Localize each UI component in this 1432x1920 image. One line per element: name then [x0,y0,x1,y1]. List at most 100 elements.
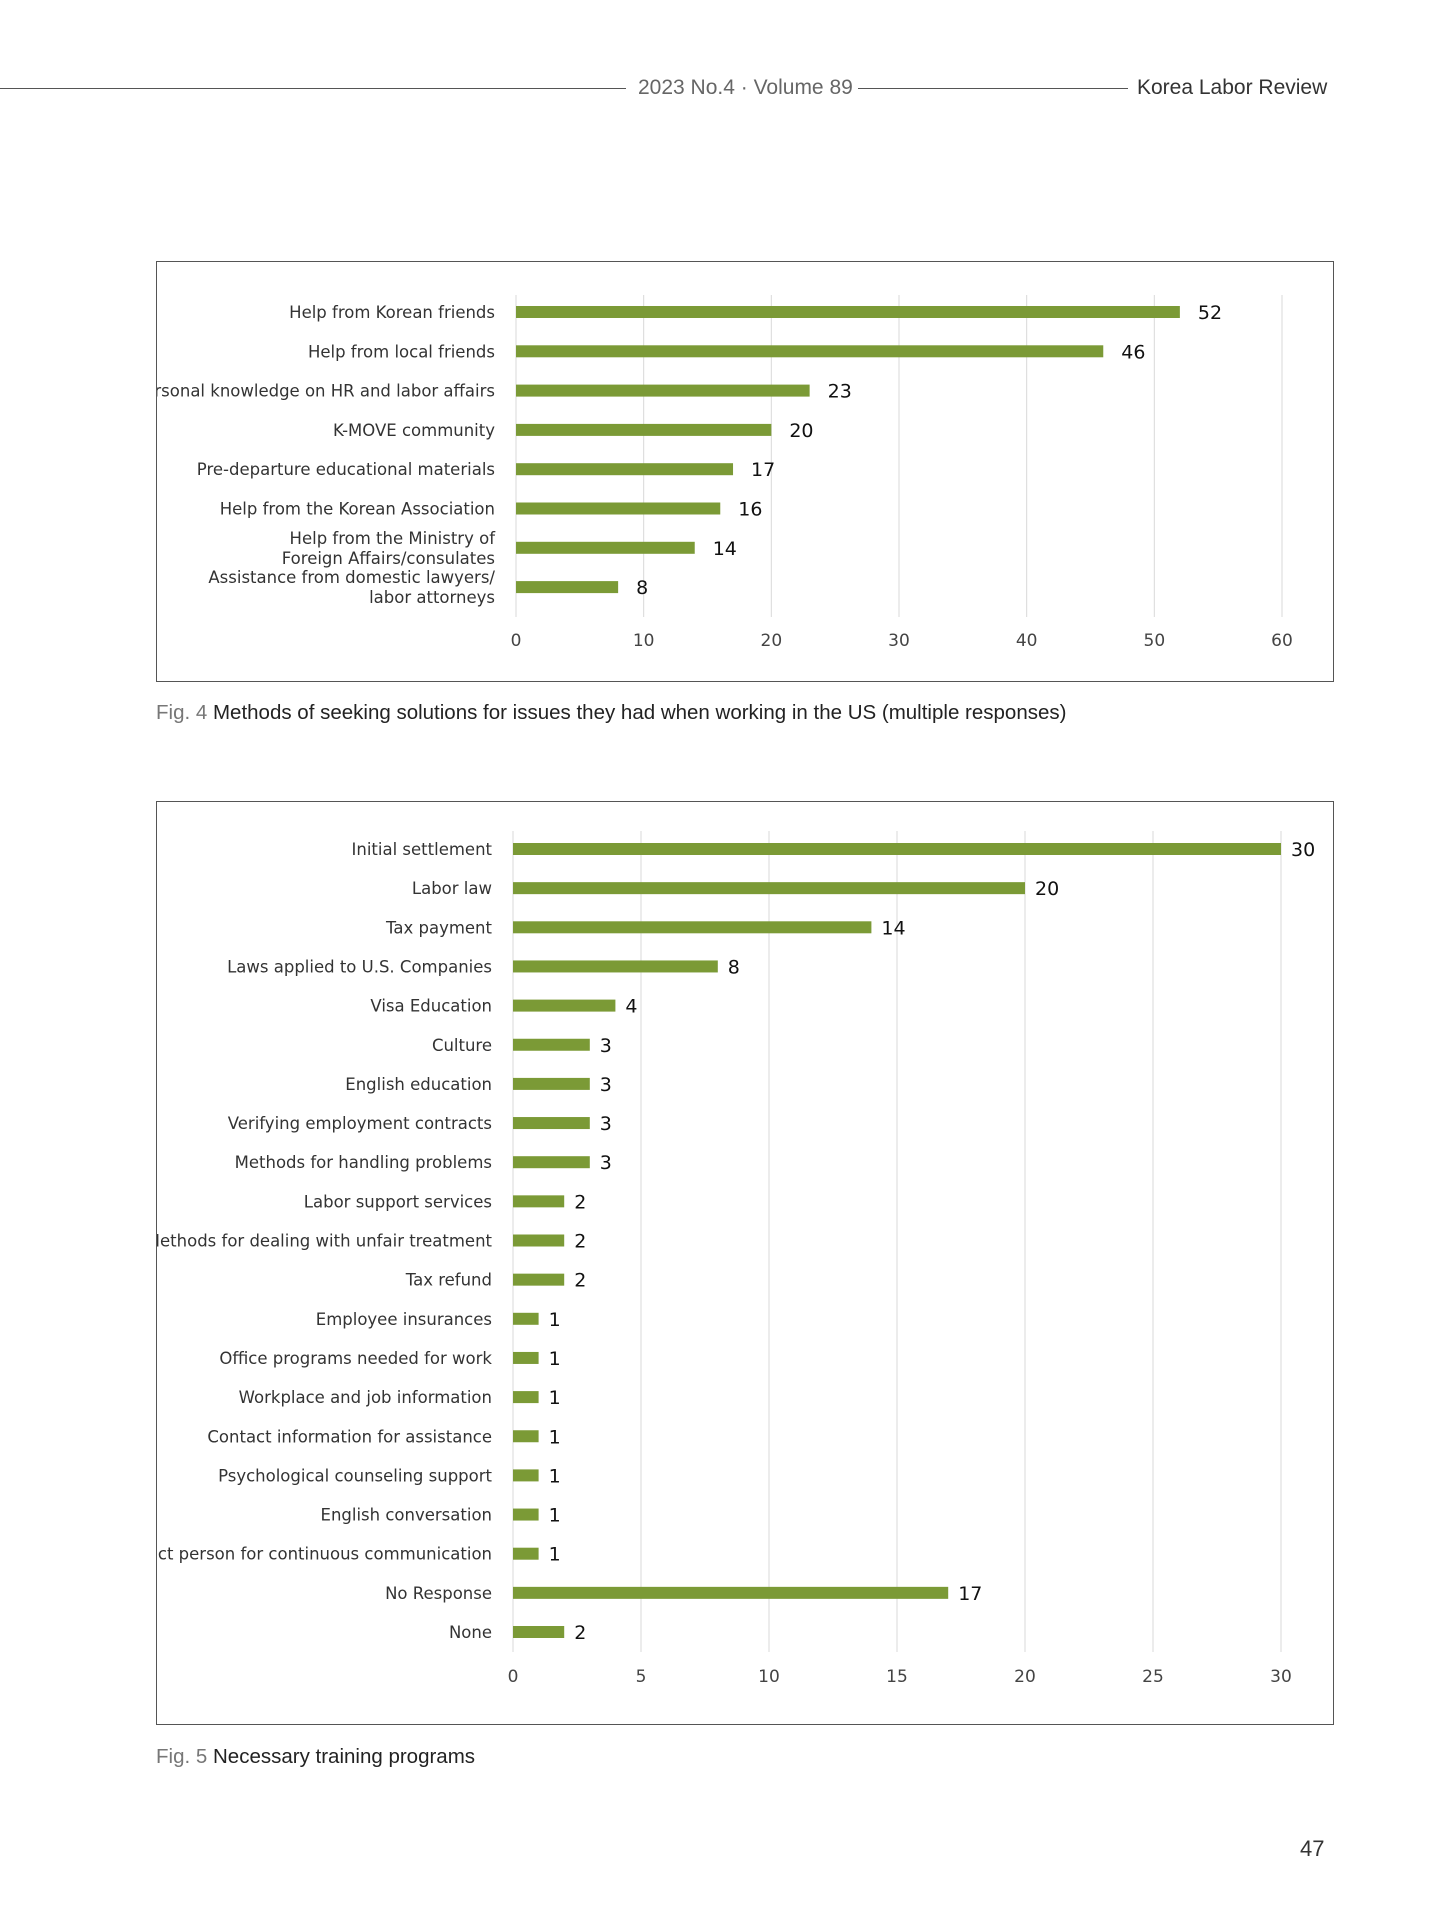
data-label: 23 [828,381,852,403]
data-label: 1 [549,1426,561,1448]
bar [513,1038,590,1051]
bar [516,581,619,594]
category-label-line: K-MOVE community [333,421,495,440]
category-label-line: Visa Education [370,997,492,1016]
category-label-line: English education [345,1075,492,1094]
category-label: Tax payment [385,918,492,937]
figure-4-chart: 52 Help from Korean friends 46 Help from lo… [156,261,1334,682]
category-label: Help from the Korean Association [220,500,495,519]
category-label-line: Assistance from domestic lawyers/ [208,568,495,587]
data-label: 17 [751,459,775,481]
bar [513,1430,539,1443]
tick-label: 20 [1014,1667,1036,1687]
category-label-line: Contact information for assistance [207,1427,492,1446]
bar [516,541,695,554]
category-label-line: Methods for dealing with unfair treatmen… [157,1232,493,1251]
data-label: 2 [574,1231,586,1253]
category-label-line: Help from the Ministry of [290,529,497,548]
header-rule-right [858,88,1128,89]
category-label-line: Help from the Korean Association [220,500,495,519]
figure-5-caption: Fig. 5 Necessary training programs [156,1745,475,1769]
category-label: Labor support services [304,1192,492,1211]
category-label: Help from Korean friends [289,303,495,322]
data-label: 17 [958,1583,982,1605]
category-label: Methods for handling problems [235,1153,492,1172]
figure-5-chart: 30 Initial settlement 20 Labor law 14 Tax pay… [156,801,1334,1725]
category-label: Personal knowledge on HR and labor affai… [157,382,495,401]
tick-label: 60 [1271,631,1293,651]
tick-label: 40 [1016,631,1038,651]
tick-label: 10 [633,631,655,651]
data-label: 3 [600,1152,612,1174]
bar [513,843,1281,855]
category-label: Help from the Ministry of Foreign Affairs… [282,529,496,568]
data-label: 16 [738,499,762,521]
page-number: 47 [1300,1836,1325,1861]
category-label-line: Tax refund [405,1271,492,1290]
bar [513,1626,565,1638]
category-label-line: Tax payment [385,918,492,937]
data-label: 4 [625,996,637,1018]
category-label: Verifying employment contracts [228,1114,492,1133]
bar [516,502,721,515]
category-label-line: Contact person for continuous communicat… [157,1545,492,1564]
bar [513,1391,539,1404]
bar [513,1351,539,1364]
tick-label: 25 [1142,1667,1164,1687]
category-label: Laws applied to U.S. Companies [227,957,492,976]
category-label-line: Psychological counseling support [218,1466,492,1485]
data-label: 3 [600,1113,612,1135]
tick-label: 30 [888,631,910,651]
category-label-line: Methods for handling problems [235,1153,492,1172]
category-label: Help from local friends [308,342,495,361]
category-label: Employee insurances [316,1310,492,1329]
tick-label: 50 [1144,631,1166,651]
category-label: Office programs needed for work [219,1349,492,1368]
bar [516,384,810,397]
figure-5-title: Necessary training programs [212,1745,476,1768]
data-label: 3 [600,1074,612,1096]
bar [516,306,1180,318]
tick-label: 20 [761,631,783,651]
data-label: 2 [574,1622,586,1644]
category-label: English education [345,1075,492,1094]
data-label: 1 [549,1348,561,1370]
tick-label: 30 [1270,1667,1292,1687]
data-label: 20 [789,420,813,442]
bar [513,1547,539,1560]
bar [513,882,1025,895]
journal-title: Korea Labor Review [1137,76,1328,99]
journal-issue: 2023 No.4 · Volume 89 [638,76,853,99]
data-label: 14 [881,917,905,939]
category-label-line: Pre-departure educational materials [197,460,495,479]
category-label: Pre-departure educational materials [197,460,495,479]
category-label-line: English conversation [321,1506,492,1525]
category-label: No Response [385,1584,492,1603]
category-label-line: Help from local friends [308,342,495,361]
category-label: K-MOVE community [333,421,495,440]
category-label-line: labor attorneys [369,588,495,607]
category-label-line: Labor support services [304,1192,492,1211]
bar [513,960,718,973]
bar [513,921,872,934]
data-label: 1 [549,1387,561,1409]
category-label: Psychological counseling support [218,1466,492,1485]
category-label-line: Verifying employment contracts [228,1114,492,1133]
category-label-line: Foreign Affairs/consulates [282,549,495,568]
category-label: Contact information for assistance [207,1427,492,1446]
figure-5-number: Fig. 5 [156,1745,208,1768]
data-label: 8 [636,577,648,599]
category-label-line: None [449,1623,492,1642]
data-label: 8 [728,956,740,978]
header-rule-left [0,88,626,89]
data-label: 30 [1291,839,1315,861]
category-label-line: Culture [432,1036,492,1055]
category-label-line: Laws applied to U.S. Companies [227,957,492,976]
category-label-line: No Response [385,1584,492,1603]
data-label: 3 [600,1035,612,1057]
tick-label: 0 [508,1667,519,1687]
bar [513,1273,565,1286]
bar [513,1156,590,1169]
bar [513,999,616,1012]
